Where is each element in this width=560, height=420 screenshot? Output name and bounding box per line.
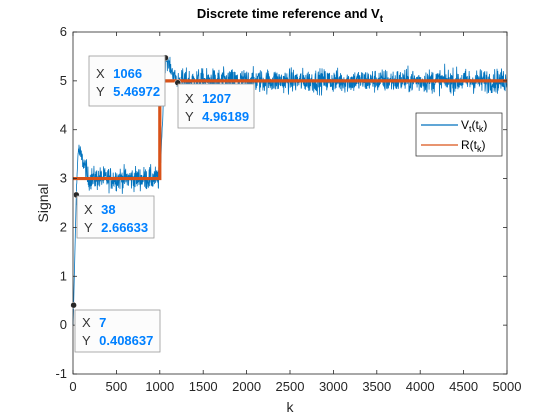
y-tick-label: 5 [60, 73, 67, 88]
datatip-box [177, 83, 255, 129]
y-axis-label: Signal [35, 184, 51, 223]
y-tick-label: -1 [55, 366, 67, 381]
x-axis-label: k [287, 399, 295, 415]
y-axis: -1 0 1 2 3 4 5 6 [55, 24, 507, 381]
y-tick-label: 2 [60, 219, 67, 234]
y-tick-label: 4 [60, 122, 67, 137]
datatip-k1207[interactable]: X 1207 Y 4.96189 [174, 79, 255, 129]
legend-label-r: R(tk) [461, 138, 486, 154]
x-tick-label: 2000 [232, 379, 261, 394]
x-tick-label: 5000 [493, 379, 522, 394]
y-tick-label: 0 [60, 317, 67, 332]
datatip-y: Y 4.96189 [185, 108, 249, 125]
legend-box [415, 112, 503, 157]
x-tick-label: 0 [69, 379, 76, 394]
x-tick-label: 500 [106, 379, 128, 394]
datatip-x: X 38 [84, 201, 116, 218]
datatip-x: X 1066 [96, 65, 142, 82]
x-tick-label: 2500 [276, 379, 305, 394]
datatip-k7[interactable]: X 7 Y 0.408637 [70, 301, 161, 353]
datatip-k38[interactable]: X 38 Y 2.66633 [73, 191, 155, 239]
legend: Vt(tk) R(tk) [415, 112, 503, 157]
datatip-k1066[interactable]: X 1066 Y 5.46972 [88, 54, 169, 107]
datatip-box [74, 309, 161, 353]
y-tick-label: 1 [60, 268, 67, 283]
datatip-y: Y 0.408637 [82, 332, 153, 349]
chart-title: Discrete time reference and Vt [197, 6, 384, 25]
x-tick-label: 1500 [189, 379, 218, 394]
datatip-marker [70, 301, 77, 309]
datatip-x: X 1207 [185, 90, 231, 107]
x-tick-label: 3500 [362, 379, 391, 394]
datatip-y: Y 5.46972 [96, 83, 160, 100]
datatip-box [88, 55, 166, 107]
datatip-y: Y 2.66633 [84, 219, 148, 236]
y-tick-label: 3 [60, 171, 67, 186]
x-tick-label: 3000 [319, 379, 348, 394]
x-axis: 0 500 1000 1500 2000 2500 3000 3500 4000 4500 5000 [69, 32, 521, 394]
datatip-x: X 7 [82, 314, 106, 331]
x-tick-label: 4000 [406, 379, 435, 394]
x-tick-label: 4500 [449, 379, 478, 394]
y-tick-label: 6 [60, 24, 67, 39]
datatip-box [76, 195, 155, 239]
x-tick-label: 1000 [145, 379, 174, 394]
legend-label-vt: Vt(tk) [461, 118, 487, 134]
